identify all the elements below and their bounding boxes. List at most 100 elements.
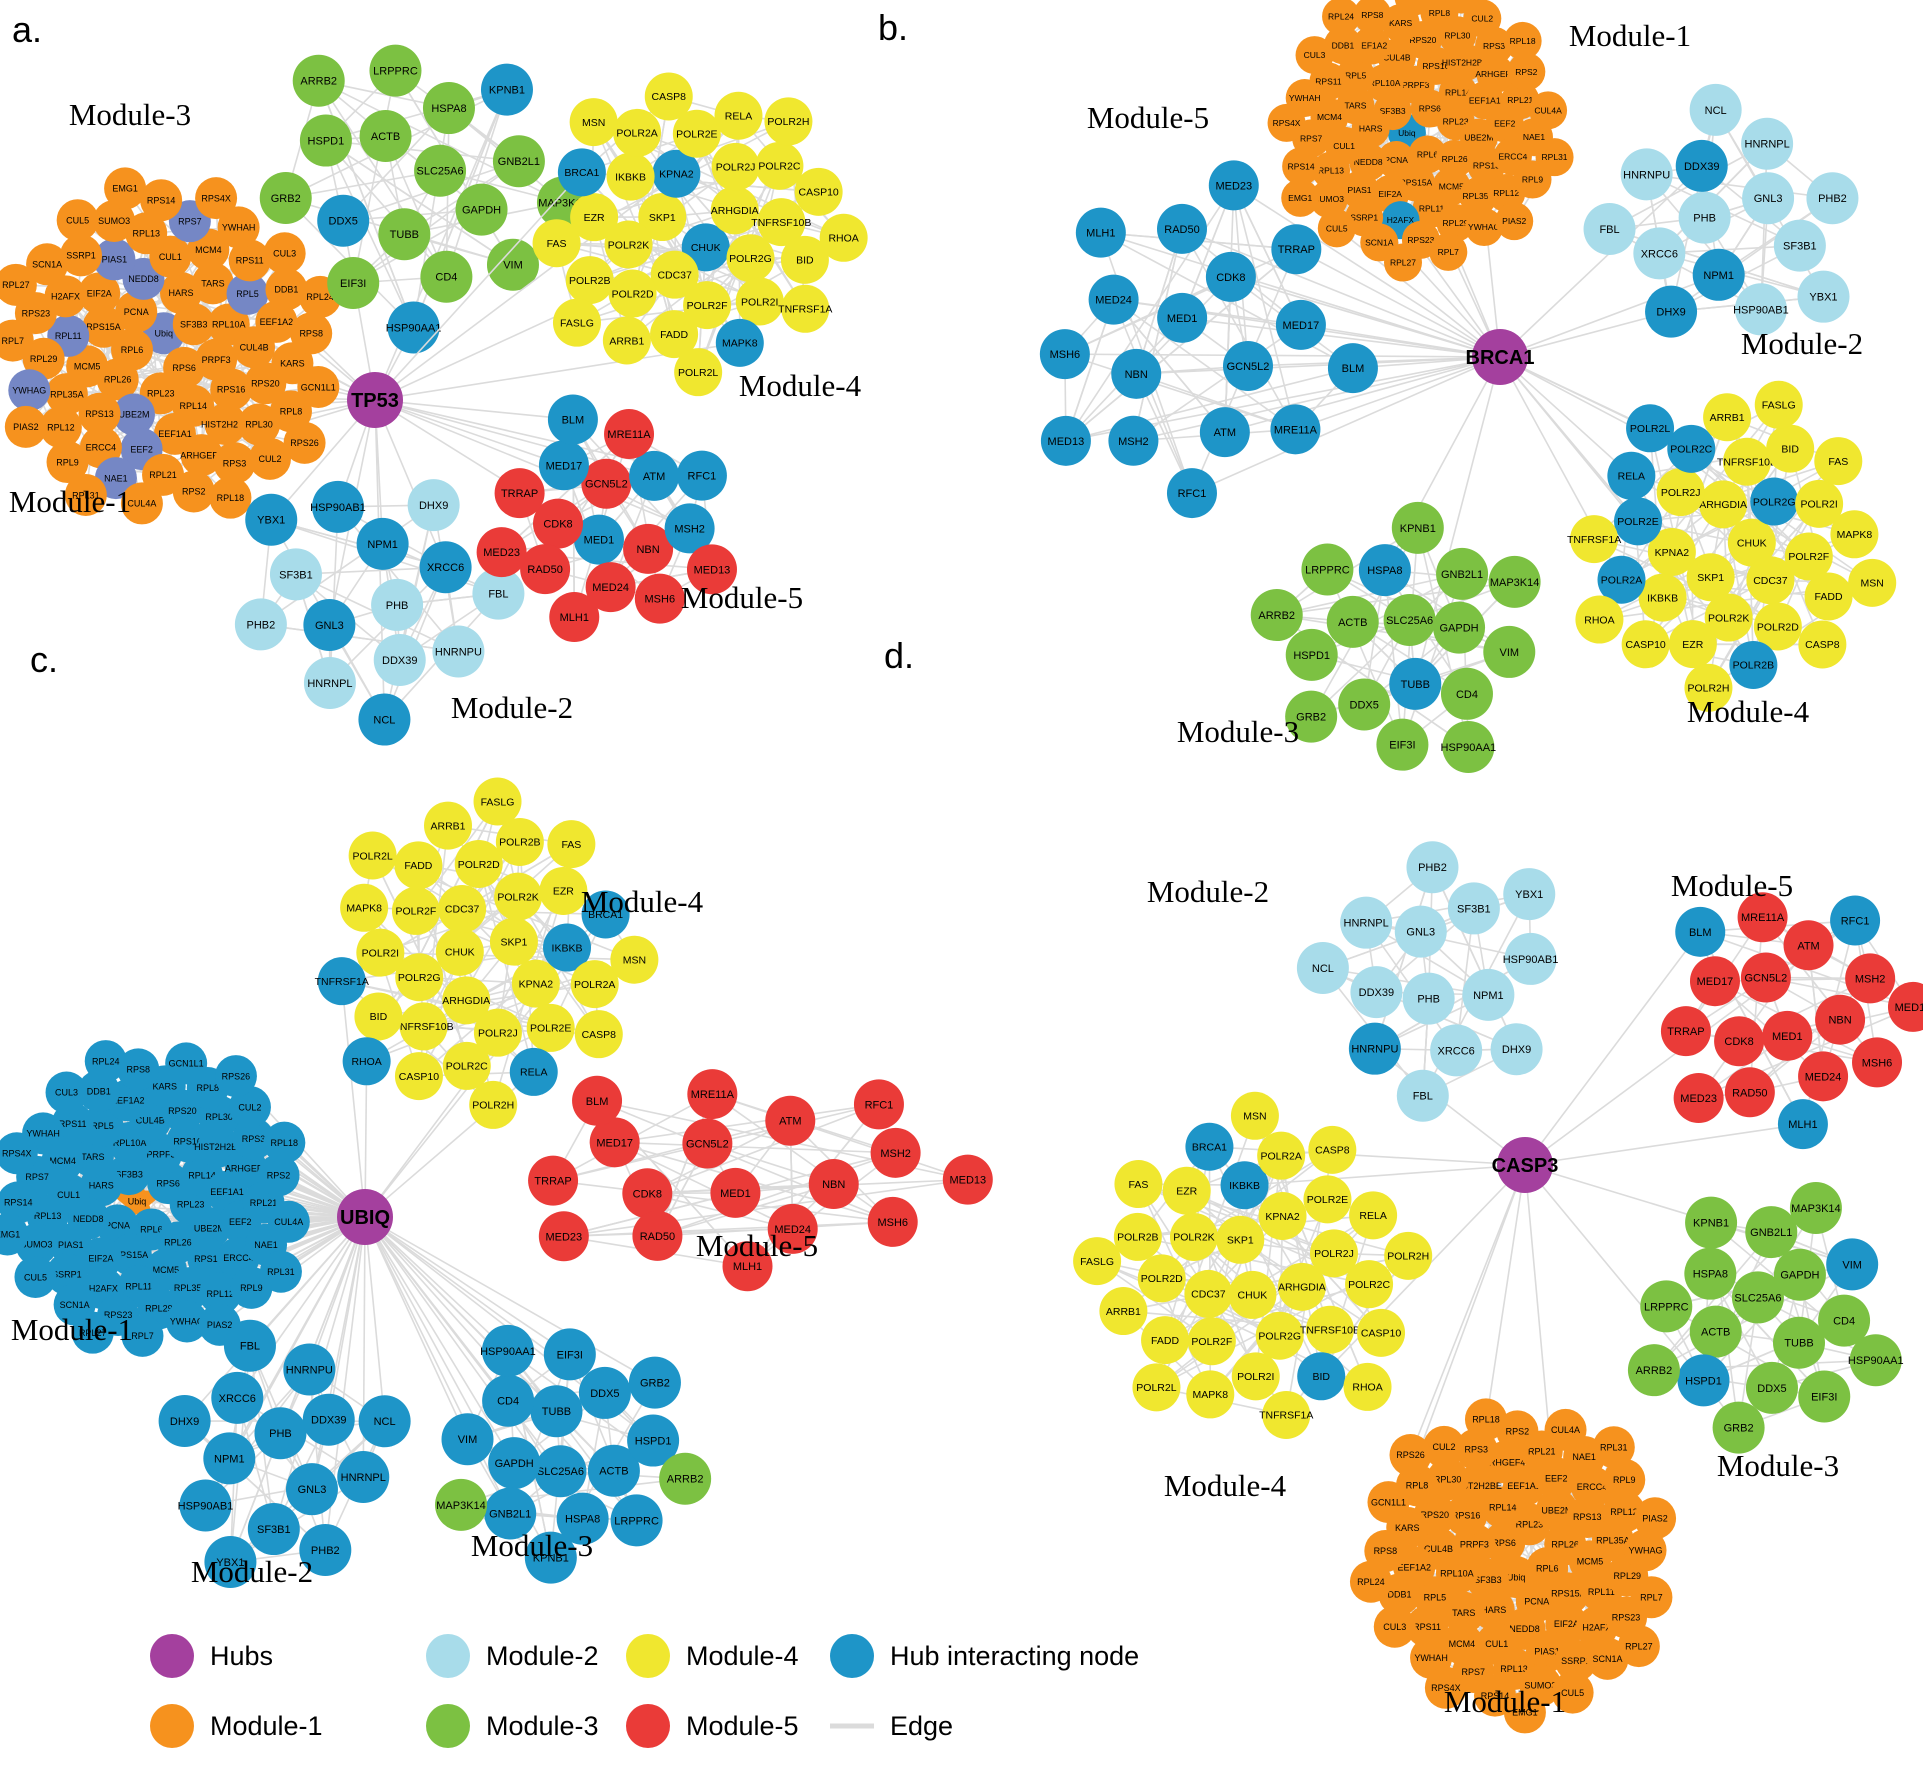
node-BLM: BLM (1327, 343, 1378, 394)
node-GNL3: GNL3 (1742, 172, 1795, 225)
node-label: RPL9 (1522, 175, 1544, 185)
node-GNL3: GNL3 (303, 598, 356, 651)
node-RPL27: RPL27 (0, 263, 37, 306)
node-label: TARS (201, 279, 224, 289)
node-circle (269, 548, 322, 601)
node-LRPPRC: LRPPRC (1301, 543, 1354, 596)
node-circle (255, 300, 298, 343)
legend-label: Module-2 (486, 1641, 599, 1671)
node-label: ERCC4 (1577, 1482, 1608, 1492)
node-label: ERCC4 (86, 443, 117, 453)
node-POLR2B: POLR2B (495, 817, 544, 866)
node-label: KARS (1389, 18, 1412, 28)
node-circle (297, 366, 340, 409)
edge (1112, 299, 1193, 494)
node-circle (1205, 251, 1256, 302)
node-circle (158, 1395, 211, 1448)
node-label: POLR2D (612, 288, 654, 300)
node-label: EMG1 (0, 1230, 20, 1240)
node-circle (1727, 518, 1776, 567)
node-label: FADD (1815, 591, 1843, 603)
node-circle (1111, 348, 1162, 399)
node-circle (283, 1343, 336, 1396)
node-label: LRPPRC (373, 66, 418, 78)
node-label: TNFRSF10B (1300, 1324, 1360, 1336)
node-label: SCN1A (60, 1300, 90, 1310)
node-POLR2F: POLR2F (1187, 1317, 1236, 1366)
node-circle (628, 1356, 681, 1409)
node-POLR2G: POLR2G (726, 234, 775, 283)
node-EZR: EZR (570, 193, 619, 242)
node-FBL: FBL (472, 567, 525, 620)
node-circle (1295, 36, 1334, 75)
node-circle (755, 141, 804, 190)
node-MED24: MED24 (585, 562, 636, 613)
node-HSPA8: HSPA8 (422, 82, 475, 135)
node-circle (387, 301, 440, 354)
node-HSP90AB1: HSP90AB1 (178, 1479, 233, 1532)
node-circle (1814, 437, 1863, 486)
node-POLR2K: POLR2K (494, 872, 543, 921)
node-SF3B1: SF3B1 (1447, 882, 1500, 935)
node-NCL: NCL (358, 1395, 411, 1448)
module-label-d-Module-3: Module-3 (1717, 1448, 1839, 1483)
node-label: HSPA8 (431, 103, 466, 115)
node-KPNB1: KPNB1 (1685, 1196, 1738, 1249)
node-label: MED17 (596, 1137, 633, 1149)
node-label: RPS16 (1452, 1511, 1481, 1521)
node-label: POLR2E (530, 1023, 571, 1035)
node-label: MED17 (1697, 976, 1734, 988)
node-circle (1383, 243, 1422, 282)
node-label: POLR2F (1191, 1336, 1232, 1348)
node-circle (204, 1535, 257, 1588)
node-label: MED13 (949, 1175, 986, 1187)
node-label: CUL1 (159, 252, 182, 262)
node-HSPA8: HSPA8 (556, 1492, 609, 1545)
node-EMG1: EMG1 (104, 167, 147, 210)
node-circle (1848, 558, 1897, 607)
node-RPL31: RPL31 (1592, 1426, 1635, 1469)
legend-label: Module-3 (486, 1711, 599, 1741)
node-MAP3K14: MAP3K14 (435, 1478, 488, 1531)
node-circle (683, 281, 732, 330)
legend-swatch-module1 (150, 1704, 194, 1748)
node-TRRAP: TRRAP (1271, 224, 1322, 275)
node-circle (303, 657, 356, 710)
node-label: RPL35A (174, 1283, 208, 1293)
node-label: YWHAG (170, 1317, 204, 1327)
hub-edge (374, 399, 573, 421)
node-label: CASP8 (652, 91, 687, 103)
node-label: DHX9 (419, 500, 448, 512)
node-label: EMG1 (1288, 193, 1312, 203)
edge (260, 623, 459, 653)
node-POLR2A: POLR2A (1257, 1131, 1306, 1180)
node-circle (1675, 139, 1728, 192)
node-circle (259, 172, 312, 225)
node-label: POLR2B (499, 837, 540, 849)
node-CASP10: CASP10 (1621, 620, 1670, 669)
node-DDB1: DDB1 (265, 268, 308, 311)
node-label: HSPD1 (308, 136, 345, 148)
node-circle (1352, 26, 1391, 65)
node-circle (1166, 468, 1217, 519)
node-EMG1: EMG1 (1281, 178, 1320, 217)
node-ATM: ATM (629, 450, 680, 501)
node-HNRNPU: HNRNPU (432, 625, 485, 678)
node-label: CUL4B (240, 343, 269, 353)
node-circle (1734, 283, 1787, 336)
node-circle (714, 91, 763, 140)
node-CASP8: CASP8 (1798, 620, 1847, 669)
node-NPM1: NPM1 (356, 517, 409, 570)
node-label: CDC37 (445, 904, 480, 916)
node-KPNB1: KPNB1 (1391, 501, 1444, 554)
nodes-a-Module-4: CHUK SKP1 ARHGDIA CDC37 KPNA2 POLR2G POLR2K POL… (532, 72, 868, 397)
node-label: TARS (1344, 100, 1366, 110)
hub-edge (1233, 184, 1501, 358)
node-circle (373, 633, 426, 686)
legend-swatch-interactor (830, 1634, 874, 1678)
node-CUL4A: CUL4A (267, 1200, 310, 1243)
node-label: BLM (1689, 927, 1712, 939)
node-label: ARRB1 (609, 335, 644, 347)
node-circle (1267, 103, 1306, 142)
